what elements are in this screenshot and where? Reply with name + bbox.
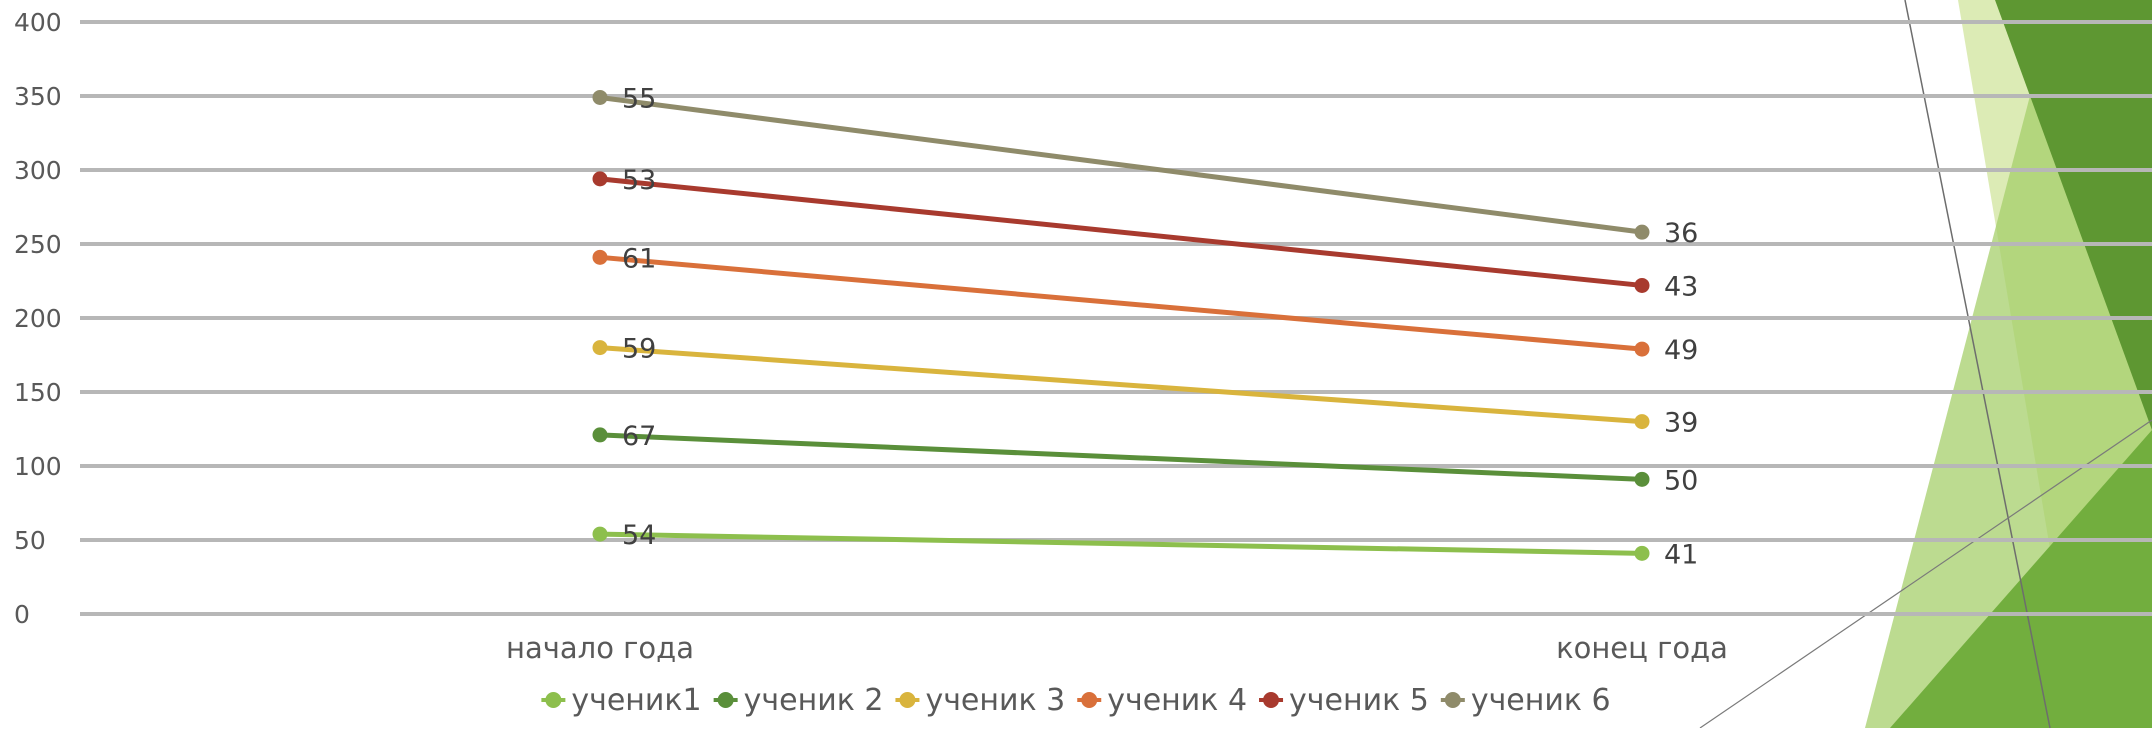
y-axis-tick-labels: 0 50 100 150 200 250 300 350 400	[14, 8, 62, 629]
legend-item-2: ученик 2	[713, 683, 884, 718]
y-tick-label: 100	[14, 452, 62, 481]
data-label: 59	[622, 334, 656, 365]
legend-dot-marker	[1081, 692, 1098, 708]
data-label: 53	[622, 165, 656, 196]
data-label: 67	[622, 421, 656, 452]
data-label: 39	[1664, 408, 1698, 439]
data-point	[592, 89, 608, 105]
decoration-dark-triangle	[1995, 0, 2152, 430]
legend-label: ученик 4	[1107, 683, 1247, 718]
legend-label: ученик 3	[925, 683, 1065, 718]
data-label: 50	[1664, 465, 1698, 496]
data-label: 49	[1664, 335, 1698, 366]
y-tick-label: 250	[14, 230, 62, 259]
y-tick-label: 300	[14, 156, 62, 185]
data-point	[592, 526, 608, 542]
legend: ученик1 ученик 2 ученик 3 ученик 4 ученик 5 у…	[541, 683, 1611, 718]
decoration-thin-line-1	[1904, 0, 2051, 729]
data-point	[1634, 341, 1650, 357]
series-line-5	[599, 176, 1643, 288]
gridlines	[80, 20, 2152, 616]
legend-dot-marker	[1444, 692, 1461, 708]
legend-dot-marker	[717, 692, 734, 708]
legend-item-4: ученик 4	[1077, 683, 1247, 718]
y-tick-label: 150	[14, 378, 62, 407]
series-line-3	[599, 345, 1643, 425]
data-point	[1634, 471, 1650, 487]
data-labels: 54 41 67 50 59 39 61 49 53 43 55 36	[622, 83, 1698, 570]
y-tick-label: 400	[14, 8, 62, 37]
y-tick-label: 0	[14, 600, 30, 629]
data-point	[592, 427, 608, 443]
legend-item-6: ученик 6	[1440, 683, 1611, 718]
decoration-thin-line-2	[1699, 419, 2152, 729]
legend-item-3: ученик 3	[895, 683, 1065, 718]
legend-label: ученик1	[571, 683, 701, 718]
legend-dot-marker	[1263, 692, 1280, 708]
x-axis-category-labels: начало года конец года	[506, 631, 1728, 665]
legend-label: ученик 2	[744, 683, 884, 718]
data-label: 36	[1664, 218, 1698, 249]
data-point	[592, 171, 608, 187]
y-tick-label: 350	[14, 82, 62, 111]
x-category-label: конец года	[1556, 631, 1728, 665]
series-lines	[599, 95, 1643, 556]
series-line-4	[599, 254, 1643, 352]
y-tick-label: 50	[14, 526, 46, 555]
legend-label: ученик 5	[1289, 683, 1429, 718]
data-label: 54	[622, 520, 656, 551]
data-point	[1634, 224, 1650, 240]
series-line-1	[599, 531, 1643, 556]
data-point	[1634, 277, 1650, 293]
legend-dot-marker	[899, 692, 916, 708]
data-label: 55	[622, 83, 656, 114]
data-label: 43	[1664, 271, 1698, 302]
data-point	[1634, 414, 1650, 430]
data-label: 41	[1664, 539, 1698, 570]
data-point	[592, 249, 608, 265]
series-line-6	[599, 95, 1643, 235]
series-line-2	[599, 432, 1643, 482]
data-label: 61	[622, 243, 656, 274]
legend-dot-marker	[545, 692, 562, 708]
x-category-label: начало года	[506, 631, 694, 665]
data-point	[1634, 545, 1650, 561]
legend-label: ученик 6	[1471, 683, 1611, 718]
legend-item-1: ученик1	[541, 683, 702, 718]
legend-item-5: ученик 5	[1259, 683, 1429, 718]
y-tick-label: 200	[14, 304, 62, 333]
data-point	[592, 340, 608, 356]
series-points	[592, 89, 1650, 561]
